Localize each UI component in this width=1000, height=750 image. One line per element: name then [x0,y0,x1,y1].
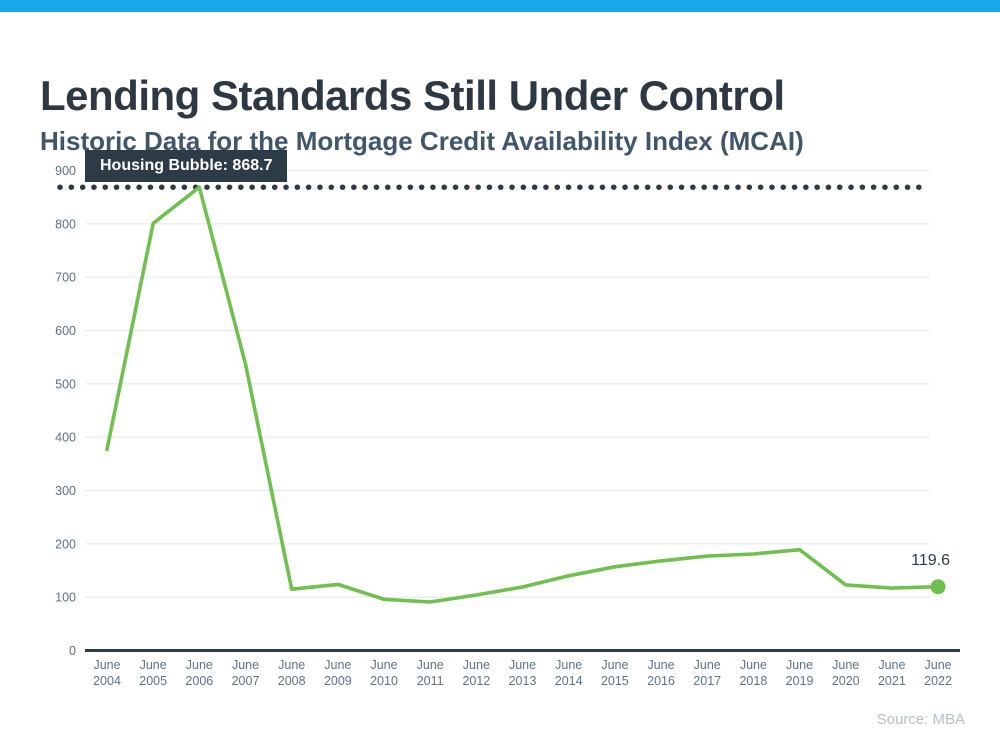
page-title: Lending Standards Still Under Control [40,72,785,120]
x-tick-label: June 2008 [278,658,306,688]
x-tick-label: June 2020 [832,658,860,688]
x-tick-label: June 2017 [693,658,721,688]
y-tick-label: 200 [55,537,76,551]
x-tick-label: June 2021 [878,658,906,688]
y-tick-label: 300 [55,484,76,498]
x-tick-label: June 2004 [93,658,121,688]
endpoint-dot [930,579,946,595]
x-tick-label: June 2013 [509,658,537,688]
y-tick-label: 0 [69,644,76,658]
x-tick-label: June 2016 [647,658,675,688]
x-tick-label: June 2006 [185,658,213,688]
x-tick-label: June 2011 [417,658,444,688]
x-tick-label: June 2019 [786,658,814,688]
source-attribution: Source: MBA [876,711,965,728]
y-tick-label: 400 [55,431,76,445]
y-tick-label: 500 [55,377,76,391]
housing-bubble-annotation: Housing Bubble: 868.7 [85,150,288,182]
x-tick-label: June 2010 [370,658,398,688]
y-tick-label: 100 [55,591,76,605]
x-tick-label: June 2012 [462,658,490,688]
y-tick-label: 600 [55,324,76,338]
accent-top-bar [0,0,1000,12]
endpoint-value-label: 119.6 [911,552,950,569]
x-tick-label: June 2007 [232,658,260,688]
y-tick-label: 700 [55,271,76,285]
x-tick-label: June 2009 [324,658,352,688]
y-tick-label: 800 [55,217,76,231]
x-tick-label: June 2014 [555,658,583,688]
x-tick-label: June 2022 [924,658,952,688]
y-tick-label: 900 [55,164,76,178]
x-tick-label: June 2015 [601,658,629,688]
x-tick-label: June 2005 [139,658,167,688]
x-tick-label: June 2018 [739,658,767,688]
mcai-data-line [105,185,940,604]
